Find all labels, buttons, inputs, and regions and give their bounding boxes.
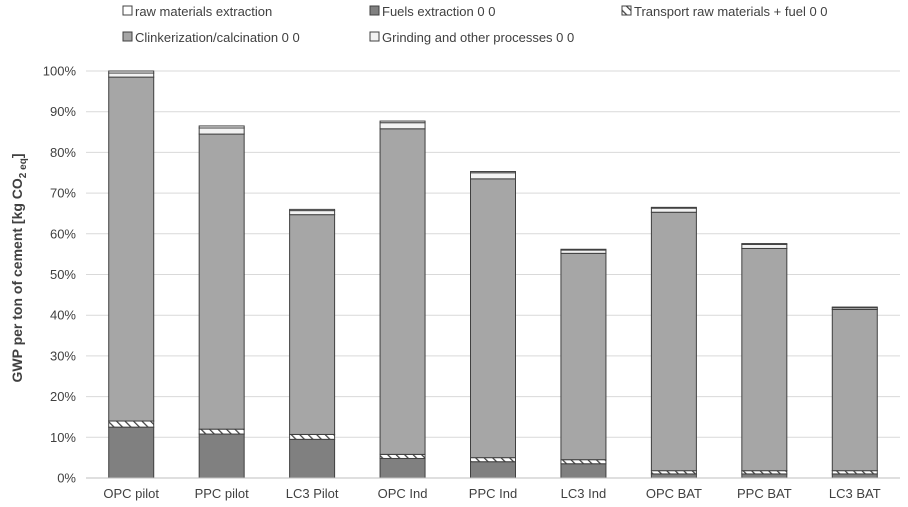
bar-segment xyxy=(198,428,245,435)
bar-segment xyxy=(198,433,245,479)
bar-segment xyxy=(379,457,426,479)
axes: 0% 10% 20% 30% 40% 50% 60% 70% 80% 90% 100% OPC pil… xyxy=(43,64,900,501)
bars xyxy=(108,70,878,479)
bar-segment xyxy=(289,210,336,216)
bar-segment xyxy=(108,420,155,428)
bar-segment xyxy=(289,208,336,212)
bar-segment xyxy=(650,211,697,472)
y-tick-label: 30% xyxy=(50,348,76,363)
x-tick-label: PPC Ind xyxy=(469,486,517,501)
bar-segment xyxy=(470,171,516,174)
bar-segment xyxy=(741,473,788,479)
bar-segment xyxy=(831,306,878,309)
bar-segment xyxy=(379,122,426,130)
y-tick-label: 50% xyxy=(50,267,76,282)
bar-segment xyxy=(741,243,788,245)
y-tick-label: 20% xyxy=(50,389,76,404)
bar-segment xyxy=(650,473,697,479)
legend-swatch xyxy=(122,5,133,16)
bar-segment xyxy=(831,473,878,479)
bar-segment xyxy=(198,125,245,129)
x-tick-label: LC3 Ind xyxy=(561,486,607,501)
bar-segment xyxy=(108,76,155,422)
bar-segment xyxy=(108,70,155,74)
bar-segment xyxy=(560,459,607,465)
bar-segment xyxy=(108,72,155,78)
y-tick-label: 40% xyxy=(50,308,76,323)
bar-segment xyxy=(741,243,788,249)
legend-swatch xyxy=(369,5,380,16)
x-tick-label: LC3 BAT xyxy=(829,486,881,501)
y-axis-title: GWP per ton of cement [kg CO2 eq] xyxy=(9,154,29,383)
bar-segment xyxy=(560,252,607,461)
legend-label: Transport raw materials + fuel 0 0 xyxy=(634,4,828,19)
bar-segment xyxy=(831,309,878,472)
bar-segment xyxy=(198,127,245,135)
y-tick-label: 90% xyxy=(50,104,76,119)
x-tick-label: OPC Ind xyxy=(378,486,428,501)
y-tick-label: 80% xyxy=(50,145,76,160)
legend-label: Clinkerization/calcination 0 0 xyxy=(135,30,300,45)
legend-swatch xyxy=(621,5,632,16)
x-tick-label: PPC BAT xyxy=(737,486,792,501)
bar-segment xyxy=(560,248,607,251)
bar-segment xyxy=(289,433,336,440)
legend-label: Grinding and other processes 0 0 xyxy=(382,30,574,45)
y-tick-label: 70% xyxy=(50,186,76,201)
x-tick-label: OPC BAT xyxy=(646,486,702,501)
x-tick-label: OPC pilot xyxy=(103,486,159,501)
bar-segment xyxy=(470,457,516,463)
legend-label: Fuels extraction 0 0 xyxy=(382,4,495,19)
x-tick-label: PPC pilot xyxy=(195,486,250,501)
legend-swatch xyxy=(369,31,380,42)
bar-segment xyxy=(650,207,697,213)
y-tick-label: 60% xyxy=(50,226,76,241)
bar-segment xyxy=(108,426,155,479)
bar-segment xyxy=(379,120,426,124)
legend: raw materials extraction Fuels extraction… xyxy=(122,4,828,45)
x-tick-label: LC3 Pilot xyxy=(286,486,339,501)
bar-segment xyxy=(379,128,426,455)
bar-segment xyxy=(560,463,607,479)
bar-segment xyxy=(470,178,516,459)
bar-segment xyxy=(379,453,426,459)
bar-segment xyxy=(470,172,516,180)
bar-segment xyxy=(741,247,788,472)
bar-segment xyxy=(198,133,245,430)
y-tick-label: 100% xyxy=(43,64,77,79)
bar-segment xyxy=(289,438,336,479)
bar-segment xyxy=(650,206,697,209)
legend-label: raw materials extraction xyxy=(135,4,272,19)
bar-segment xyxy=(470,461,516,479)
legend-swatch xyxy=(122,31,133,42)
y-tick-label: 0% xyxy=(57,471,76,486)
bar-segment xyxy=(289,214,336,435)
y-tick-label: 10% xyxy=(50,430,76,445)
